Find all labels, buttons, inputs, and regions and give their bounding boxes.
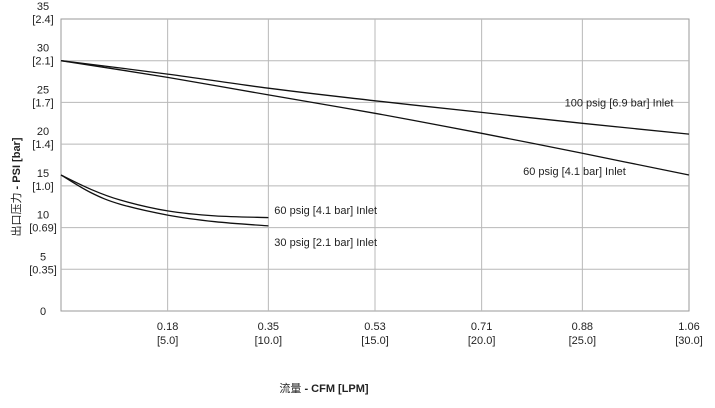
y-tick-sublabel: [1.4] bbox=[32, 139, 53, 151]
y-tick-sublabel: [0.35] bbox=[29, 264, 57, 276]
x-tick-label: 0.88 bbox=[572, 321, 593, 333]
series-line-3 bbox=[60, 174, 269, 227]
x-tick-label: 0.53 bbox=[364, 321, 385, 333]
y-tick-label: 5 bbox=[40, 251, 46, 263]
x-axis-title-prefix: 流量 bbox=[279, 381, 301, 395]
y-axis-ticks: 05[0.35]10[0.69]15[1.0]20[1.4]25[1.7]30[… bbox=[29, 1, 57, 318]
x-tick-label: 1.06 bbox=[678, 321, 699, 333]
y-tick-sublabel: [0.69] bbox=[29, 223, 57, 235]
x-axis-ticks: 0.18 [5.0] 0.35 [10.0] 0.53 [15.0] 0.71 [20.0] 0… bbox=[157, 321, 703, 347]
y-tick-sublabel: [1.7] bbox=[32, 97, 53, 109]
x-tick-sublabel: [5.0] bbox=[157, 335, 178, 347]
series-line-1 bbox=[60, 60, 690, 176]
x-tick-label: 0.35 bbox=[258, 321, 279, 333]
y-tick-label: 0 bbox=[40, 306, 46, 318]
y-axis-title: 出口压力 - PSI [bar] bbox=[9, 137, 23, 236]
x-tick-sublabel: [25.0] bbox=[569, 335, 597, 347]
grid bbox=[60, 18, 690, 312]
y-tick-label: 30 bbox=[37, 43, 49, 55]
x-tick-sublabel: [30.0] bbox=[675, 335, 703, 347]
x-tick-sublabel: [10.0] bbox=[255, 335, 283, 347]
series-line-0 bbox=[60, 60, 690, 135]
y-tick-sublabel: [2.4] bbox=[32, 14, 53, 26]
y-tick-label: 25 bbox=[37, 84, 49, 96]
series-label-1: 60 psig [4.1 bar] Inlet bbox=[523, 166, 626, 178]
series-labels: 100 psig [6.9 bar] Inlet 60 psig [4.1 bar… bbox=[274, 98, 673, 249]
series-label-3: 30 psig [2.1 bar] Inlet bbox=[274, 237, 377, 249]
x-axis-title-main: - CFM [LPM] bbox=[301, 383, 369, 395]
series-label-0: 100 psig [6.9 bar] Inlet bbox=[565, 98, 674, 110]
x-tick-label: 0.18 bbox=[157, 321, 178, 333]
x-tick-label: 0.71 bbox=[471, 321, 492, 333]
y-tick-label: 15 bbox=[37, 168, 49, 180]
y-tick-sublabel: [1.0] bbox=[32, 181, 53, 193]
series-lines bbox=[60, 60, 690, 227]
y-tick-sublabel: [2.1] bbox=[32, 56, 53, 68]
series-label-2: 60 psig [4.1 bar] Inlet bbox=[274, 205, 377, 217]
x-axis-title: 流量 - CFM [LPM] bbox=[279, 381, 369, 395]
x-tick-sublabel: [15.0] bbox=[361, 335, 389, 347]
x-tick-sublabel: [20.0] bbox=[468, 335, 496, 347]
y-tick-label: 35 bbox=[37, 1, 49, 13]
y-tick-label: 10 bbox=[37, 210, 49, 222]
y-axis-title-prefix: 出口压力 bbox=[9, 193, 23, 237]
series-line-2 bbox=[60, 174, 269, 219]
y-axis-title-main: - PSI [bar] bbox=[11, 137, 23, 192]
y-tick-label: 20 bbox=[37, 126, 49, 138]
